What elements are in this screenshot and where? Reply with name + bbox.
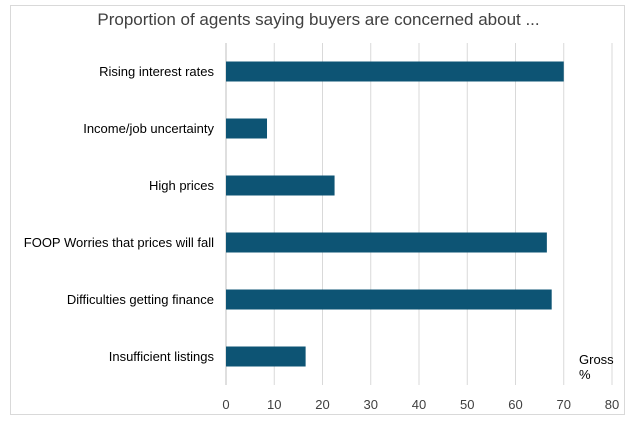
x-tick-label: 80 <box>605 397 619 412</box>
bars <box>226 61 564 367</box>
x-tick-label: 60 <box>508 397 522 412</box>
unit-label: Gross% <box>579 352 614 382</box>
x-tick-label: 10 <box>267 397 281 412</box>
category-label: Income/job uncertainty <box>83 121 214 136</box>
bar <box>226 346 306 367</box>
chart-title: Proportion of agents saying buyers are c… <box>97 10 540 29</box>
bar <box>226 175 335 196</box>
unit-label-line: % <box>579 367 591 382</box>
x-tick-label: 50 <box>460 397 474 412</box>
x-tick-label: 70 <box>557 397 571 412</box>
x-tick-label: 40 <box>412 397 426 412</box>
category-label: Rising interest rates <box>99 64 214 79</box>
bar <box>226 232 547 253</box>
category-labels: Rising interest rates Income/job uncertai… <box>24 64 215 364</box>
x-tick-labels: 0 10 20 30 40 50 60 70 80 <box>222 397 619 412</box>
category-label: FOOP Worries that prices will fall <box>24 235 214 250</box>
x-tick-label: 30 <box>364 397 378 412</box>
gridlines <box>225 43 613 385</box>
category-label: High prices <box>149 178 215 193</box>
bar <box>226 289 552 310</box>
category-label: Difficulties getting finance <box>67 292 214 307</box>
x-tick-label: 20 <box>315 397 329 412</box>
bar <box>226 61 564 82</box>
category-label: Insufficient listings <box>109 349 215 364</box>
unit-label-line: Gross <box>579 352 614 367</box>
x-tick-label: 0 <box>222 397 229 412</box>
bar <box>226 118 268 139</box>
